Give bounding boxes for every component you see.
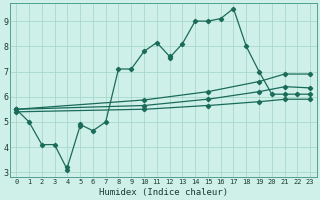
X-axis label: Humidex (Indice chaleur): Humidex (Indice chaleur)	[99, 188, 228, 197]
